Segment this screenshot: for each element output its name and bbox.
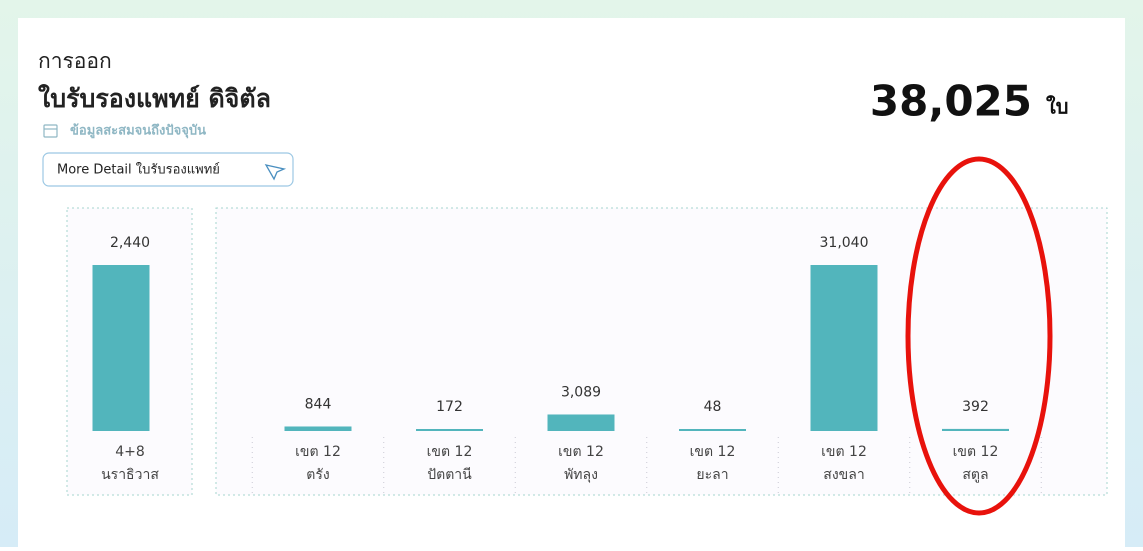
- value-label: 844: [305, 396, 332, 412]
- category-label: สตูล: [962, 467, 988, 483]
- bar: [416, 429, 483, 431]
- calendar-icon: [43, 124, 58, 138]
- button-label[interactable]: More Detail ใบรับรองแพทย์: [57, 162, 220, 178]
- category-label: เขต 12: [953, 444, 999, 460]
- category-label: เขต 12: [690, 444, 736, 460]
- category-label: เขต 12: [558, 444, 604, 460]
- category-label: ปัตตานี: [427, 467, 472, 483]
- value-label: 392: [962, 399, 989, 415]
- bar: [679, 429, 746, 431]
- cursor-icon: [264, 164, 287, 181]
- bar: [810, 265, 878, 431]
- value-label: 172: [436, 399, 463, 415]
- category-label: เขต 12: [821, 444, 867, 460]
- category-label: ตรัง: [306, 467, 329, 483]
- category-label: 4+8: [115, 444, 145, 460]
- bar: [92, 265, 150, 431]
- value-label: 48: [704, 399, 722, 415]
- value-label: 2,440: [110, 235, 150, 251]
- category-label: เขต 12: [295, 444, 341, 460]
- category-label: พัทลุง: [564, 467, 598, 483]
- bar: [942, 428, 1009, 431]
- chart-box: [215, 207, 1108, 496]
- value-label: 31,040: [820, 235, 869, 251]
- category-label: ยะลา: [696, 467, 728, 483]
- bar: [547, 414, 615, 431]
- subtitle: ข้อมูลสะสมจนถึงปัจจุบัน: [70, 123, 206, 139]
- category-label: สงขลา: [823, 467, 864, 483]
- title-line2: ใบรับรองแพทย์ ดิจิตัล: [38, 83, 271, 113]
- title-line1: การออก: [38, 49, 112, 73]
- highlight-ellipse: [905, 156, 1053, 516]
- category-label: นราธิวาส: [101, 467, 159, 483]
- total-value: 38,025: [870, 77, 1032, 126]
- bar: [284, 426, 352, 431]
- more-detail-button[interactable]: More Detail ใบรับรองแพทย์: [42, 152, 294, 187]
- value-label: 3,089: [561, 384, 601, 400]
- total-unit: ใบ: [1046, 95, 1068, 119]
- category-label: เขต 12: [427, 444, 473, 460]
